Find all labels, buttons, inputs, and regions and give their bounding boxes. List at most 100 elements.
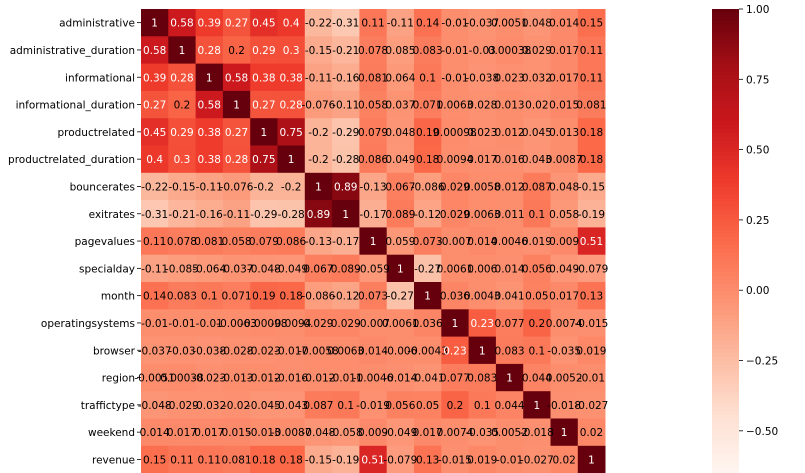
heatmap-cell <box>414 445 442 473</box>
heatmap-cell <box>495 309 524 337</box>
heatmap-cell <box>250 363 278 392</box>
heatmap-cell-label: -0.13 <box>359 181 386 193</box>
heatmap-cell <box>222 254 251 283</box>
heatmap-cell <box>359 445 388 473</box>
heatmap-cell-label: -0.014 <box>383 373 417 385</box>
heatmap-cell <box>277 36 306 64</box>
heatmap-cell <box>304 36 333 64</box>
colorbar-segment <box>712 438 739 443</box>
heatmap-cell <box>332 445 360 473</box>
heatmap-cell <box>277 90 306 119</box>
heatmap-cell <box>332 282 360 310</box>
heatmap-cell-label: 0.18 <box>252 454 275 466</box>
heatmap-cell <box>141 363 169 392</box>
heatmap-cell <box>468 9 497 37</box>
colorbar-segment <box>712 337 739 343</box>
heatmap-cell <box>277 282 306 310</box>
colorbar-segment <box>712 213 739 219</box>
y-axis-tick-label: productrelated_duration <box>8 154 135 166</box>
colorbar-segment <box>712 221 739 227</box>
heatmap-cell <box>359 391 388 419</box>
colorbar-segment <box>712 155 739 161</box>
heatmap-cell-label: 1 <box>288 154 295 166</box>
heatmap-cell-label: 0.056 <box>385 400 415 412</box>
heatmap-cell-label: 0.064 <box>385 72 415 84</box>
colorbar-segment <box>712 237 739 242</box>
heatmap-cell-label: 0.036 <box>413 318 443 330</box>
heatmap-cell <box>359 145 388 174</box>
colorbar-segment <box>712 63 739 68</box>
heatmap-cell <box>441 254 469 283</box>
heatmap-cell-label: 0.049 <box>385 154 415 166</box>
colorbar-segment <box>712 36 739 41</box>
heatmap-cell-label: 0.14 <box>416 18 440 30</box>
heatmap-cell <box>168 309 196 337</box>
heatmap-cell <box>414 145 442 174</box>
heatmap-cell-label: 0.05 <box>525 291 548 303</box>
heatmap-cell-label: 0.27 <box>252 100 275 112</box>
heatmap-cell-label: 1 <box>179 45 186 57</box>
heatmap-cell-label: -0.059 <box>356 263 390 275</box>
heatmap-cell-label: 0.58 <box>143 45 166 57</box>
heatmap-cell <box>332 391 360 419</box>
heatmap-cell-label: 0.044 <box>522 373 552 385</box>
heatmap-cell <box>222 418 251 447</box>
colorbar-segment <box>712 264 739 269</box>
heatmap-cell-label: 0.016 <box>495 154 525 166</box>
heatmap-cell-label: 0.019 <box>522 236 552 248</box>
heatmap-cell <box>222 445 251 473</box>
heatmap-cell-label: 0.27 <box>225 18 248 30</box>
colorbar-segment <box>712 175 739 180</box>
heatmap-cell-label: -0.12 <box>414 209 441 221</box>
colorbar-segment <box>712 55 739 60</box>
heatmap-cell-label: 0.077 <box>440 373 470 385</box>
heatmap-cell <box>550 9 579 37</box>
heatmap-cell-label: 0.23 <box>471 318 494 330</box>
colorbar-segment <box>712 360 739 366</box>
colorbar-segment <box>712 453 739 459</box>
colorbar-segment <box>712 105 739 111</box>
colorbar-segment <box>712 16 739 22</box>
heatmap-cell <box>495 118 524 146</box>
heatmap-cell <box>359 118 388 146</box>
heatmap-cell <box>468 418 497 447</box>
heatmap-cell-label: -0.015 <box>438 454 472 466</box>
heatmap-cell <box>495 418 524 447</box>
heatmap-cell-label: -0.043 <box>274 400 308 412</box>
heatmap-cell <box>495 63 524 92</box>
heatmap-cell-label: -0.03 <box>469 45 496 57</box>
heatmap-cell-label: 0.012 <box>495 181 525 193</box>
heatmap-cell-label: 0.89 <box>334 181 357 193</box>
colorbar-segment <box>712 306 739 312</box>
colorbar-segment <box>712 159 739 165</box>
colorbar-segment <box>712 179 739 184</box>
colorbar-segment <box>712 461 739 466</box>
heatmap-cell <box>250 254 278 283</box>
heatmap-cell-label: 0.017 <box>549 291 579 303</box>
heatmap-cell-label: -0.0058 <box>298 345 339 357</box>
heatmap-cell-label: -0.048 <box>247 263 281 275</box>
heatmap-cell <box>441 282 469 310</box>
heatmap-cell <box>441 118 469 146</box>
heatmap-cell <box>304 418 333 447</box>
heatmap-cell-label: -0.16 <box>332 72 359 84</box>
heatmap-cell-label: 1 <box>588 454 595 466</box>
heatmap-cell-label: 1 <box>233 100 240 112</box>
heatmap-cell <box>277 391 306 419</box>
heatmap-cell-label: -0.0087 <box>271 427 312 439</box>
heatmap-cell <box>468 36 497 64</box>
heatmap-cell-label: -0.28 <box>278 209 305 221</box>
heatmap-cell-label: 0.27 <box>225 127 248 139</box>
heatmap-cell <box>195 445 224 473</box>
colorbar-segment <box>712 202 739 207</box>
heatmap-cell <box>414 172 442 201</box>
heatmap-cell <box>386 36 415 64</box>
heatmap-cell <box>495 445 524 473</box>
colorbar-segment <box>712 299 739 304</box>
colorbar-segment <box>712 353 739 358</box>
heatmap-cell <box>523 36 551 64</box>
heatmap-cell <box>359 363 388 392</box>
colorbar-segment <box>712 302 739 308</box>
colorbar-segment <box>712 183 739 188</box>
colorbar-segment <box>712 364 739 370</box>
